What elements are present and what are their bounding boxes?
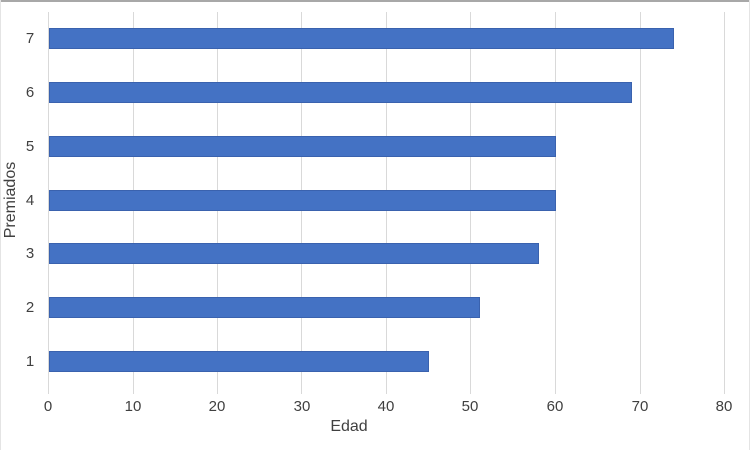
bar	[49, 297, 480, 318]
x-tick-label: 70	[631, 398, 649, 415]
axis-tick-mark	[640, 388, 641, 394]
y-tick-label: 2	[25, 299, 35, 316]
axis-tick-mark	[217, 388, 218, 394]
x-tick-label: 20	[208, 398, 226, 415]
axis-tick-mark	[386, 388, 387, 394]
x-tick-label: 80	[715, 398, 733, 415]
gridline	[48, 12, 49, 388]
axis-tick-mark	[301, 388, 302, 394]
y-tick-label: 3	[25, 245, 35, 262]
axis-tick-mark	[555, 388, 556, 394]
axis-tick-mark	[470, 388, 471, 394]
y-tick-label: 5	[25, 138, 35, 155]
y-tick-label: 7	[25, 30, 35, 47]
bar	[49, 82, 632, 103]
x-tick-label: 60	[546, 398, 564, 415]
bar	[49, 351, 429, 372]
bar	[49, 28, 674, 49]
axis-tick-mark	[133, 388, 134, 394]
x-tick-label: 30	[293, 398, 311, 415]
x-axis-title: Edad	[330, 418, 368, 435]
x-tick-label: 50	[461, 398, 479, 415]
plot-area	[48, 12, 725, 394]
y-tick-label: 6	[25, 84, 35, 101]
bar	[49, 243, 539, 264]
x-tick-label: 0	[43, 398, 53, 415]
axis-tick-mark	[48, 388, 49, 394]
y-tick-label: 4	[25, 192, 35, 209]
y-tick-label: 1	[25, 353, 35, 370]
x-tick-label: 40	[377, 398, 395, 415]
chart-top-border	[1, 0, 749, 2]
x-tick-label: 10	[124, 398, 142, 415]
bar	[49, 136, 556, 157]
gridline	[640, 12, 641, 388]
gridline	[724, 12, 725, 388]
axis-tick-mark	[724, 388, 725, 394]
bar	[49, 190, 556, 211]
